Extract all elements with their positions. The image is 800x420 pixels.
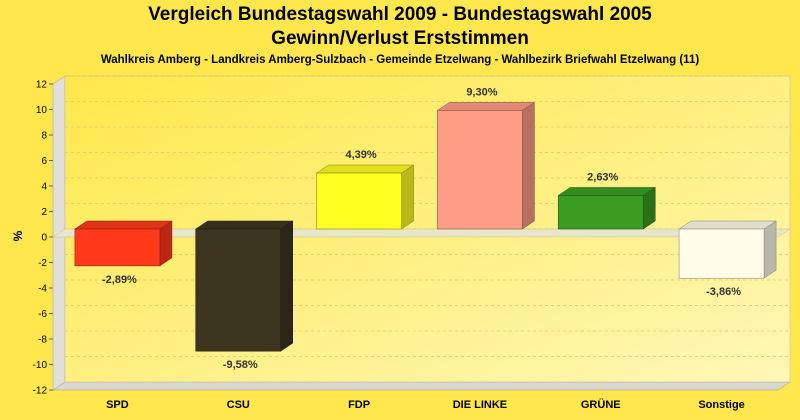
bar-side: [401, 164, 414, 230]
y-tick-label: 8: [41, 131, 47, 142]
y-tick-label: 10: [36, 105, 48, 116]
x-tick-label: SPD: [106, 399, 129, 411]
bar-top: [74, 220, 173, 230]
data-label: -9,58%: [223, 359, 258, 371]
data-label: -3,86%: [706, 286, 741, 298]
chart-title-line2: Gewinn/Verlust Erststimmen: [271, 28, 529, 49]
y-tick-label: 0: [41, 233, 47, 244]
y-tick-label: -6: [38, 309, 47, 320]
y-axis-label: %: [11, 230, 25, 241]
data-label: 4,39%: [345, 149, 376, 161]
bar-front: [316, 172, 402, 230]
y-tick-label: 12: [36, 80, 48, 91]
y-tick-label: -2: [38, 258, 47, 269]
floor: [52, 381, 791, 391]
bar-side: [280, 220, 293, 352]
x-tick-label: Sonstige: [698, 399, 744, 411]
bar-top: [557, 187, 657, 196]
bar-front: [437, 110, 523, 230]
x-tick-label: CSU: [227, 399, 250, 411]
y-tick-label: 6: [41, 156, 47, 167]
bar-side: [763, 220, 777, 279]
bar-front: [195, 228, 282, 352]
y-tick-label: -12: [33, 386, 48, 397]
data-label: 9,30%: [466, 86, 497, 98]
bar-die-linke: [436, 101, 536, 230]
chart-title: Vergleich Bundestagswahl 2009 - Bundesta…: [148, 4, 652, 25]
data-label: -2,89%: [102, 274, 137, 286]
bar-grüne: [557, 187, 657, 230]
bar-csu: [194, 220, 294, 352]
bar-top: [678, 220, 777, 230]
y-tick-label: -10: [33, 360, 48, 371]
x-tick-label: GRÜNE: [581, 398, 621, 411]
bar-top: [436, 102, 536, 111]
bar-fdp: [315, 164, 415, 230]
x-tick-label: FDP: [348, 399, 370, 411]
y-tick-label: 2: [41, 207, 47, 218]
bar-front: [74, 228, 161, 267]
x-tick-label: DIE LINKE: [453, 399, 507, 411]
bar-top: [315, 164, 415, 174]
bar-sonstige: [678, 220, 777, 279]
bar-side: [522, 101, 535, 230]
bar-top: [194, 220, 294, 230]
y-tick-label: -8: [38, 335, 47, 346]
bar-front: [678, 228, 765, 279]
bar-front: [557, 195, 644, 230]
y-tick-label: 4: [41, 182, 47, 193]
bar-spd: [74, 220, 173, 267]
data-label: 2,63%: [587, 171, 618, 183]
y-tick-label: -4: [38, 284, 47, 295]
chart-subtitle: Wahlkreis Amberg - Landkreis Amberg-Sulz…: [100, 54, 700, 66]
